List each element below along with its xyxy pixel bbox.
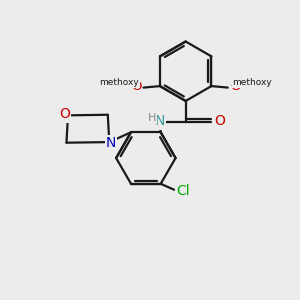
Text: N: N <box>106 136 116 150</box>
Text: Cl: Cl <box>176 184 190 198</box>
Text: O: O <box>131 80 141 94</box>
Text: O: O <box>59 107 70 122</box>
Text: methoxy: methoxy <box>232 78 272 87</box>
Text: methoxy: methoxy <box>99 78 139 87</box>
Text: O: O <box>230 80 240 94</box>
Text: N: N <box>154 115 165 128</box>
Text: O: O <box>214 114 225 128</box>
Text: H: H <box>148 113 156 124</box>
